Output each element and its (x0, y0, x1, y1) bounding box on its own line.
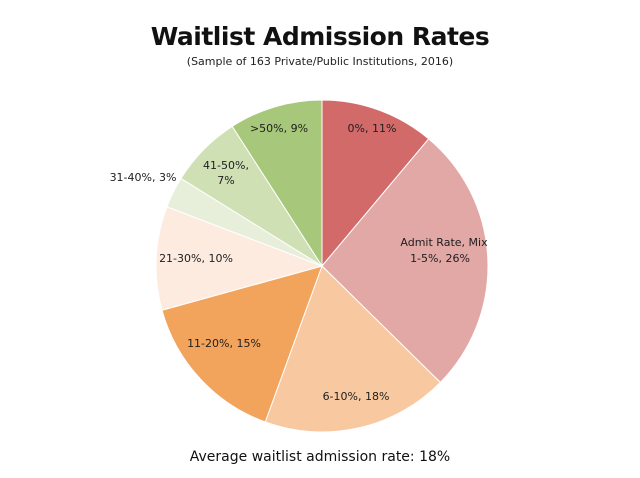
slice-label-5: 21-30%, 10% (159, 252, 233, 265)
slice-label-3: 6-10%, 18% (323, 390, 390, 403)
pie-slices (155, 99, 489, 433)
slice-label-2: 1-5%, 26% (410, 252, 470, 265)
slice-label-8: >50%, 9% (250, 122, 308, 135)
pie-slice-2 (321, 138, 489, 384)
legend-title: Admit Rate, Mix (400, 236, 488, 249)
slice-label-4: 11-20%, 15% (187, 337, 261, 350)
pie-slice-4 (161, 265, 323, 423)
pie-slice-1 (321, 99, 430, 268)
slice-label-6: 31-40%, 3% (110, 171, 177, 184)
pie-slice-8 (231, 99, 323, 268)
average-rate-note: Average waitlist admission rate: 18% (189, 449, 451, 465)
slice-label-7: 7% (217, 174, 234, 187)
pie-slice-3 (264, 265, 442, 433)
pie-slice-5 (155, 206, 324, 311)
chart-title: Waitlist Admission Rates (150, 22, 490, 51)
pie-labels: 0%, 11% Admit Rate, Mix 1-5%, 26% 6-10%, 18… (110, 122, 489, 403)
slice-label-1: 0%, 11% (348, 122, 397, 135)
chart-subtitle: (Sample of 163 Private/Public Institutio… (186, 55, 454, 68)
slice-label-7: 41-50%, (203, 159, 249, 172)
